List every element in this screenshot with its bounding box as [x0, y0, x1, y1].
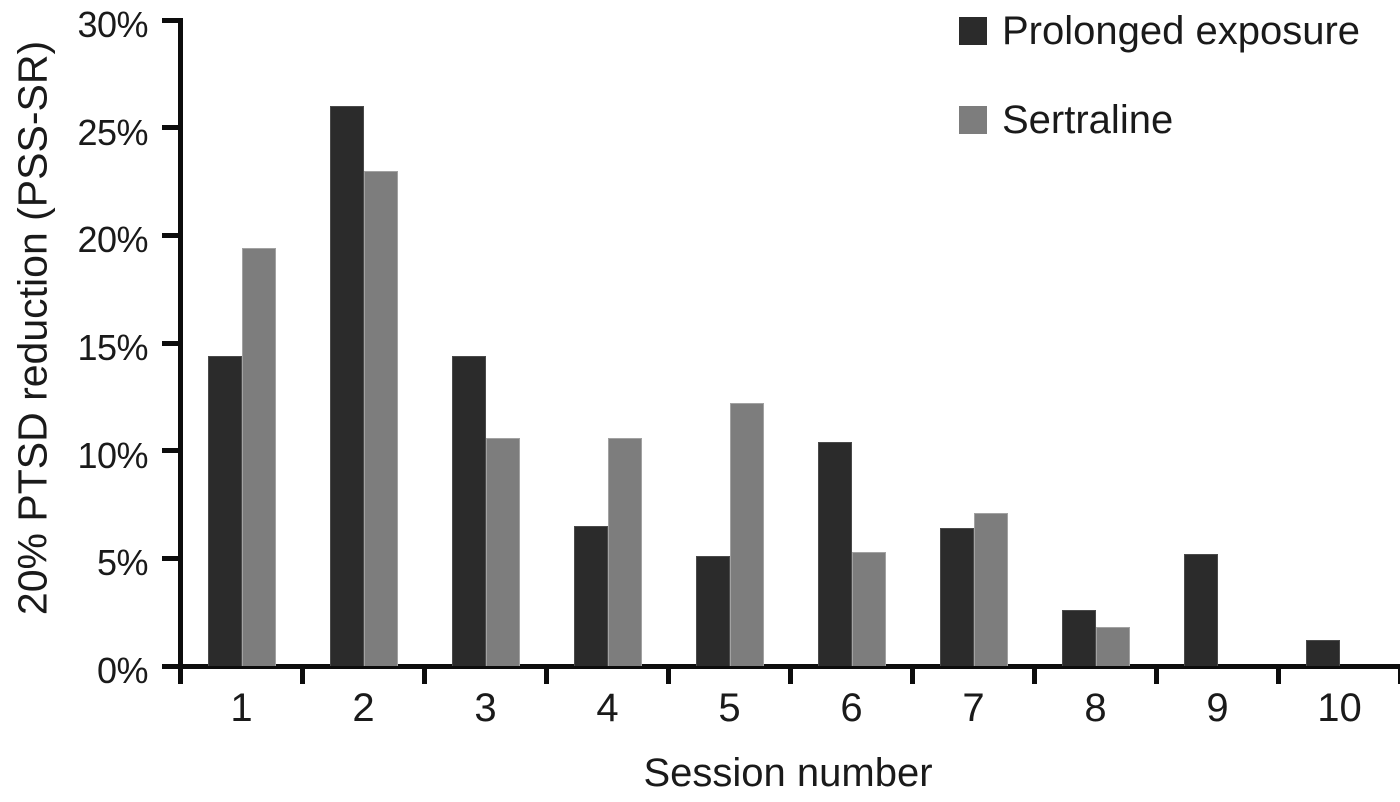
legend-swatch-sertraline-icon — [959, 106, 987, 134]
y-tick-20 — [162, 232, 178, 238]
bar-prolonged-exposure-session-4 — [573, 526, 608, 666]
y-tick-15 — [162, 340, 178, 346]
legend-item-sertraline: Sertraline — [959, 100, 1360, 140]
x-tick-label-6: 6 — [840, 686, 863, 730]
legend-swatch-prolonged-exposure-icon — [959, 17, 987, 45]
y-tick-label-0: 0% — [96, 650, 149, 691]
x-tick-8 — [1154, 669, 1159, 684]
x-tick-label-1: 1 — [230, 686, 253, 730]
x-tick-3 — [544, 669, 549, 684]
y-tick-0 — [162, 663, 178, 669]
y-tick-label-15: 15% — [77, 327, 148, 368]
x-axis-title: Session number — [643, 751, 933, 795]
x-axis-line — [178, 664, 1400, 669]
x-tick-label-9: 9 — [1206, 686, 1229, 730]
bar-prolonged-exposure-session-8 — [1061, 610, 1096, 666]
bar-sertraline-session-8 — [1095, 627, 1130, 666]
bar-sertraline-session-3 — [485, 437, 520, 666]
bar-prolonged-exposure-session-7 — [939, 528, 974, 666]
y-tick-label-30: 30% — [77, 4, 148, 45]
bar-prolonged-exposure-session-1 — [207, 355, 242, 666]
bar-sertraline-session-1 — [241, 248, 276, 666]
y-tick-label-5: 5% — [96, 542, 149, 584]
y-tick-10 — [162, 448, 178, 454]
x-tick-10 — [1398, 669, 1400, 684]
y-axis-line — [178, 18, 183, 669]
bar-prolonged-exposure-session-3 — [451, 355, 486, 666]
bar-prolonged-exposure-session-9 — [1183, 554, 1218, 666]
y-tick-label-20: 20% — [77, 219, 148, 261]
x-tick-label-4: 4 — [596, 686, 619, 730]
y-tick-25 — [162, 125, 178, 131]
legend-label-prolonged-exposure: Prolonged exposure — [1002, 9, 1361, 53]
bar-sertraline-session-2 — [363, 170, 398, 666]
legend: Prolonged exposure Sertraline — [959, 11, 1360, 194]
x-tick-label-3: 3 — [474, 686, 497, 730]
x-tick-0 — [178, 669, 183, 684]
y-tick-30 — [162, 17, 178, 23]
legend-item-prolonged-exposure: Prolonged exposure — [959, 11, 1360, 51]
bar-prolonged-exposure-session-5 — [695, 556, 730, 666]
bar-prolonged-exposure-session-10 — [1305, 640, 1340, 666]
x-tick-label-5: 5 — [718, 686, 741, 730]
y-axis-title: 20% PTSD reduction (PSS-SR) — [9, 40, 56, 616]
bar-sertraline-session-4 — [607, 437, 642, 666]
y-tick-label-25: 25% — [77, 111, 148, 153]
x-tick-5 — [788, 669, 793, 684]
x-tick-4 — [666, 669, 671, 684]
y-tick-5 — [162, 555, 178, 561]
bar-prolonged-exposure-session-6 — [817, 442, 852, 666]
bar-sertraline-session-7 — [973, 513, 1008, 666]
x-tick-7 — [1032, 669, 1037, 684]
x-tick-label-8: 8 — [1084, 686, 1107, 730]
x-tick-1 — [300, 669, 305, 684]
bar-prolonged-exposure-session-2 — [329, 106, 364, 666]
y-tick-label-10: 10% — [77, 434, 148, 476]
x-tick-6 — [910, 669, 915, 684]
legend-label-sertraline: Sertraline — [1002, 98, 1174, 142]
x-tick-label-10: 10 — [1317, 686, 1362, 730]
bar-sertraline-session-6 — [851, 551, 886, 666]
x-tick-9 — [1276, 669, 1281, 684]
bar-sertraline-session-5 — [729, 403, 764, 666]
x-tick-label-2: 2 — [352, 686, 375, 730]
x-tick-2 — [422, 669, 427, 684]
x-tick-label-7: 7 — [962, 686, 985, 730]
